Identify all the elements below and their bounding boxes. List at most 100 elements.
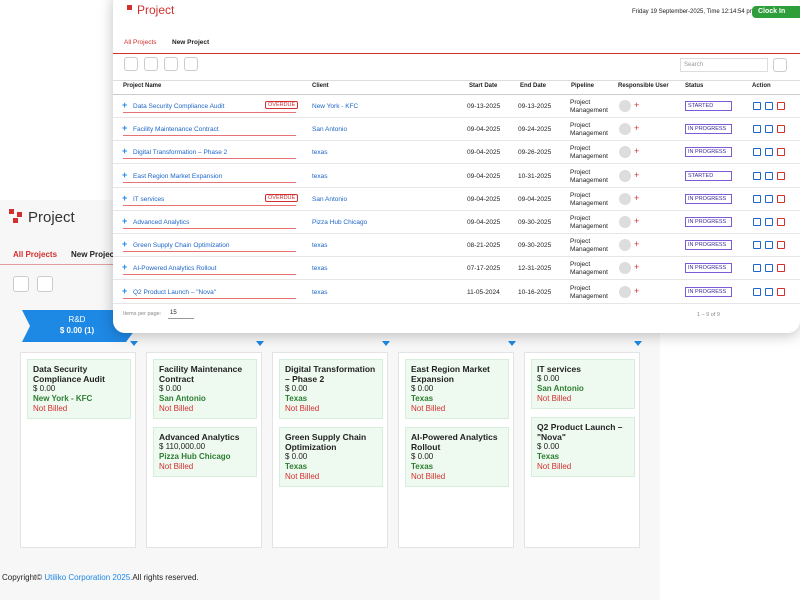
card-title: Digital Transformation – Phase 2	[285, 364, 376, 384]
status-select[interactable]: STARTED	[685, 101, 732, 111]
project-name[interactable]: Data Security Compliance Audit	[133, 103, 225, 110]
delete-icon[interactable]	[777, 171, 785, 180]
edit-icon[interactable]	[765, 287, 773, 296]
status-select[interactable]: IN PROGRESS	[685, 240, 732, 251]
client[interactable]: Pizza Hub Chicago	[312, 219, 368, 226]
delete-icon[interactable]	[777, 125, 785, 134]
toggle-view-button[interactable]	[773, 58, 787, 72]
project-card[interactable]: Q2 Product Launch – "Nova" $ 0.00 Texas Not…	[531, 417, 635, 477]
view-icon[interactable]	[753, 264, 761, 273]
delete-icon[interactable]	[777, 194, 785, 203]
client[interactable]: San Antonio	[312, 126, 348, 134]
status-select[interactable]: IN PROGRESS	[685, 217, 732, 227]
project-name[interactable]: Q2 Product Launch – "Nova"	[133, 288, 217, 296]
delete-icon[interactable]	[777, 241, 785, 250]
filter-button[interactable]	[37, 276, 53, 292]
project-name[interactable]: East Region Market Expansion	[133, 172, 223, 180]
add-user[interactable]: +	[634, 146, 640, 157]
end-date: 10-16-2025	[518, 288, 552, 296]
tab[interactable]: New Project	[71, 250, 117, 259]
edit-icon[interactable]	[765, 218, 773, 226]
add-user[interactable]: +	[634, 100, 640, 110]
project-card[interactable]: Facility Maintenance Contract $ 0.00 San A…	[153, 359, 257, 419]
add-user[interactable]: +	[634, 169, 640, 180]
view-icon[interactable]	[753, 171, 761, 180]
project-card[interactable]: East Region Market Expansion $ 0.00 Texas N…	[405, 359, 509, 419]
project-card[interactable]: Green Supply Chain Optimization $ 0.00 Tex…	[279, 427, 383, 487]
search-input[interactable]: Search	[680, 58, 768, 72]
status-select[interactable]: IN PROGRESS	[685, 124, 732, 135]
edit-icon[interactable]	[765, 148, 773, 157]
view-icon[interactable]	[753, 125, 761, 134]
add-user[interactable]: +	[634, 285, 640, 296]
card-amount: $ 0.00	[159, 384, 182, 393]
client[interactable]: texas	[312, 265, 328, 273]
card-billing: Not Billed	[537, 394, 572, 403]
user-avatar	[619, 262, 631, 275]
pipeline: Project Management	[570, 168, 608, 184]
view-icon[interactable]	[753, 241, 761, 250]
list-view-button[interactable]	[13, 276, 29, 292]
client[interactable]: texas	[312, 242, 328, 250]
status-select[interactable]: IN PROGRESS	[685, 147, 732, 158]
delete-icon[interactable]	[777, 264, 785, 273]
tab[interactable]: New Project	[172, 39, 210, 46]
project-name[interactable]: Green Supply Chain Optimization	[133, 242, 230, 250]
pipeline: Project Management	[570, 99, 608, 114]
project-card[interactable]: Advanced Analytics $ 110,000.00 Pizza Hub …	[153, 427, 257, 477]
client[interactable]: San Antonio	[312, 195, 348, 203]
kanban-column: IT services $ 0.00 San Antonio Not Billed Q2…	[524, 352, 640, 548]
project-name[interactable]: IT services	[133, 195, 165, 203]
client[interactable]: texas	[312, 288, 328, 296]
status-select[interactable]: IN PROGRESS	[685, 263, 732, 274]
view-icon[interactable]	[753, 148, 761, 157]
delete-icon[interactable]	[777, 102, 785, 110]
view-icon[interactable]	[753, 287, 761, 296]
project-name[interactable]: Facility Maintenance Contract	[133, 126, 219, 134]
copyright-company[interactable]: Utiliko Corporation 2025.	[44, 573, 133, 582]
csv-button[interactable]	[144, 57, 158, 71]
header-line	[113, 94, 800, 95]
add-user[interactable]: +	[634, 123, 640, 134]
tab[interactable]: All Projects	[124, 39, 157, 46]
end-date: 12-31-2025	[518, 265, 552, 273]
client[interactable]: New York - KFC	[312, 103, 359, 110]
project-card[interactable]: Data Security Compliance Audit $ 0.00 New …	[27, 359, 131, 419]
status-select[interactable]: IN PROGRESS	[685, 193, 732, 204]
project-name[interactable]: AI-Powered Analytics Rollout	[133, 265, 217, 273]
edit-icon[interactable]	[765, 241, 773, 250]
view-icon[interactable]	[753, 218, 761, 226]
project-card[interactable]: AI-Powered Analytics Rollout $ 0.00 Texas N…	[405, 427, 509, 487]
view-icon[interactable]	[753, 102, 761, 110]
status-select[interactable]: IN PROGRESS	[685, 286, 732, 297]
delete-icon[interactable]	[777, 148, 785, 157]
table-row: + IT services OVERDUE San Antonio 09-04-2025…	[113, 188, 800, 211]
project-card[interactable]: IT services $ 0.00 San Antonio Not Billed	[531, 359, 635, 409]
card-billing: Not Billed	[159, 404, 194, 413]
edit-icon[interactable]	[765, 125, 773, 134]
pdf-button[interactable]	[124, 57, 138, 71]
project-card[interactable]: Digital Transformation – Phase 2 $ 0.00 Te…	[279, 359, 383, 419]
delete-icon[interactable]	[777, 218, 785, 226]
add-user[interactable]: +	[634, 262, 640, 273]
view-icon[interactable]	[753, 194, 761, 203]
page-size-select[interactable]: 15	[168, 308, 194, 319]
client[interactable]: texas	[312, 172, 328, 180]
tab[interactable]: All Projects	[13, 250, 58, 259]
add-user[interactable]: +	[634, 216, 640, 226]
pipeline: Project Management	[570, 284, 608, 300]
project-name[interactable]: Advanced Analytics	[133, 219, 190, 226]
edit-icon[interactable]	[765, 102, 773, 110]
project-name[interactable]: Digital Transformation – Phase 2	[133, 149, 228, 157]
edit-icon[interactable]	[765, 171, 773, 180]
delete-icon[interactable]	[777, 287, 785, 296]
client[interactable]: texas	[312, 149, 328, 157]
status-select[interactable]: STARTED	[685, 170, 732, 181]
edit-icon[interactable]	[765, 194, 773, 203]
add-user[interactable]: +	[634, 192, 640, 203]
clock-in-button[interactable]: Clock In	[752, 6, 800, 18]
filter-button[interactable]	[164, 57, 178, 71]
add-user[interactable]: +	[634, 239, 640, 250]
edit-icon[interactable]	[765, 264, 773, 273]
columns-button[interactable]	[184, 57, 198, 71]
